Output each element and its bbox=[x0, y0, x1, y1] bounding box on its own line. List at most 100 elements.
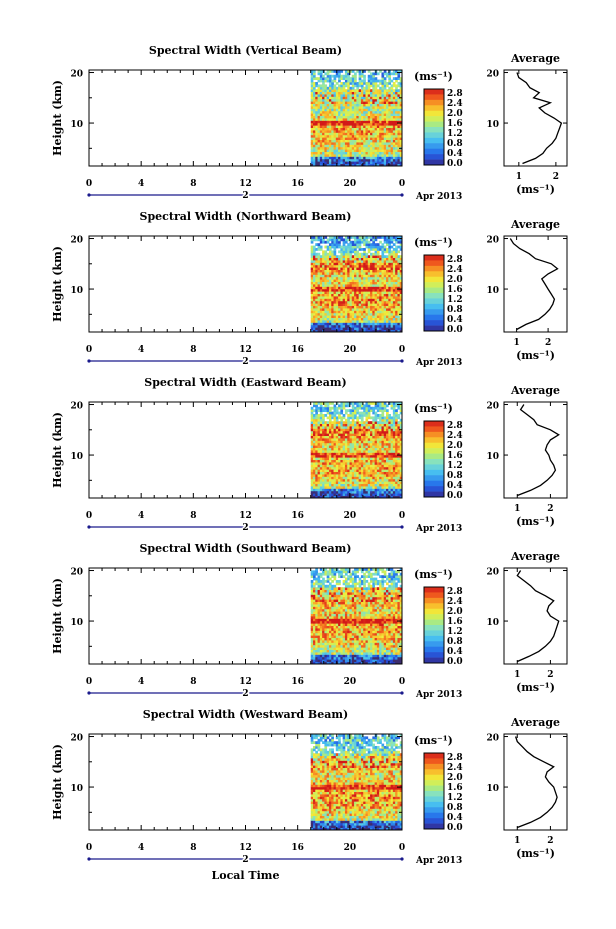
heatmap-cell bbox=[335, 409, 339, 412]
heatmap-cell bbox=[370, 96, 373, 100]
x-tick-label: 0 bbox=[86, 511, 92, 521]
heatmap-cell bbox=[372, 108, 376, 112]
heatmap-cell bbox=[354, 103, 357, 107]
heatmap-cell bbox=[397, 490, 401, 494]
average-x-tick-label: 2 bbox=[547, 504, 553, 514]
heatmap-cell bbox=[395, 296, 398, 299]
heatmap-cell bbox=[349, 438, 353, 441]
heatmap-cell bbox=[342, 659, 346, 662]
heatmap-cell bbox=[395, 440, 398, 444]
heatmap-cell bbox=[317, 305, 321, 309]
heatmap-cell bbox=[351, 308, 355, 311]
heatmap-cell bbox=[351, 320, 355, 323]
heatmap-cell bbox=[333, 134, 337, 138]
heatmap-cell bbox=[315, 101, 318, 104]
heatmap-cell bbox=[381, 490, 385, 494]
heatmap-cell bbox=[365, 158, 369, 162]
heatmap-cell bbox=[358, 149, 362, 152]
heatmap-cell bbox=[360, 264, 364, 268]
heatmap-cell bbox=[349, 264, 353, 268]
heatmap-cell bbox=[331, 264, 334, 268]
heatmap-cell bbox=[331, 149, 334, 152]
heatmap-cell bbox=[331, 262, 334, 266]
heatmap-cell bbox=[335, 120, 339, 124]
heatmap-cell bbox=[358, 98, 362, 102]
heatmap-cell bbox=[315, 103, 318, 107]
heatmap-cell bbox=[349, 466, 353, 470]
heatmap-cell bbox=[374, 137, 378, 140]
heatmap-cell bbox=[351, 144, 355, 148]
heatmap-cell bbox=[390, 421, 394, 424]
heatmap-cell bbox=[370, 409, 373, 412]
heatmap-cell bbox=[340, 70, 344, 73]
heatmap-cell bbox=[328, 74, 332, 78]
heatmap-cell bbox=[331, 426, 334, 429]
heatmap-cell bbox=[349, 411, 353, 415]
heatmap-cell bbox=[344, 250, 348, 254]
heatmap-cell bbox=[397, 127, 401, 131]
heatmap-cell bbox=[386, 308, 389, 311]
heatmap-cell bbox=[349, 428, 353, 432]
heatmap-cell bbox=[335, 440, 339, 444]
heatmap-cell bbox=[381, 156, 385, 160]
heatmap-cell bbox=[365, 91, 369, 95]
heatmap-cell bbox=[360, 149, 364, 152]
heatmap-cell bbox=[374, 158, 378, 162]
heatmap-cell bbox=[381, 426, 385, 429]
heatmap-cell bbox=[322, 322, 325, 326]
heatmap-cell bbox=[340, 108, 344, 112]
heatmap-cell bbox=[374, 274, 378, 278]
heatmap-cell bbox=[326, 402, 330, 405]
heatmap-cell bbox=[376, 435, 380, 439]
heatmap-cell bbox=[319, 255, 323, 258]
heatmap-cell bbox=[315, 110, 318, 114]
heatmap-cell bbox=[338, 440, 341, 444]
heatmap-cell bbox=[388, 103, 391, 107]
heatmap-cell bbox=[390, 486, 394, 489]
heatmap-cell bbox=[312, 260, 316, 263]
heatmap-cell bbox=[360, 132, 364, 136]
heatmap-cell bbox=[338, 454, 341, 458]
heatmap-cell bbox=[390, 483, 394, 487]
heatmap-cell bbox=[326, 495, 330, 499]
heatmap-cell bbox=[338, 288, 341, 292]
heatmap-cell bbox=[331, 466, 334, 470]
heatmap-cell bbox=[358, 269, 362, 273]
heatmap-cell bbox=[379, 474, 382, 477]
heatmap-cell bbox=[347, 130, 350, 133]
heatmap-cell bbox=[358, 416, 362, 420]
heatmap-cell bbox=[322, 255, 325, 258]
heatmap-cell bbox=[326, 308, 330, 311]
heatmap-cell bbox=[315, 416, 318, 420]
heatmap-cell bbox=[395, 245, 398, 249]
heatmap-cell bbox=[331, 305, 334, 309]
heatmap-cell bbox=[338, 243, 341, 246]
heatmap-cell bbox=[370, 125, 373, 128]
heatmap-cell bbox=[383, 466, 387, 470]
heatmap-cell bbox=[326, 447, 330, 451]
heatmap-cell bbox=[360, 286, 364, 290]
heatmap-cell bbox=[356, 262, 360, 266]
heatmap-cell bbox=[360, 94, 364, 97]
heatmap-cell bbox=[376, 452, 380, 456]
heatmap-cell bbox=[376, 146, 380, 150]
heatmap-cell bbox=[388, 495, 391, 499]
heatmap-cell bbox=[310, 248, 314, 251]
x-tick-label: 4 bbox=[138, 179, 144, 189]
heatmap-cell bbox=[374, 238, 378, 242]
heatmap-cell bbox=[388, 272, 391, 275]
heatmap-cell bbox=[367, 120, 371, 124]
heatmap-cell bbox=[360, 450, 364, 453]
heatmap-cell bbox=[324, 490, 328, 494]
heatmap-cell bbox=[383, 474, 387, 477]
heatmap-cell bbox=[374, 149, 378, 152]
heatmap-cell bbox=[397, 315, 401, 318]
heatmap-cell bbox=[381, 409, 385, 412]
heatmap-cell bbox=[315, 89, 318, 92]
heatmap-cell bbox=[351, 409, 355, 412]
heatmap-cell bbox=[388, 149, 391, 152]
heatmap-cell bbox=[319, 240, 323, 244]
heatmap-cell bbox=[340, 464, 344, 468]
heatmap-cell bbox=[347, 245, 350, 249]
heatmap-cell bbox=[319, 110, 323, 114]
